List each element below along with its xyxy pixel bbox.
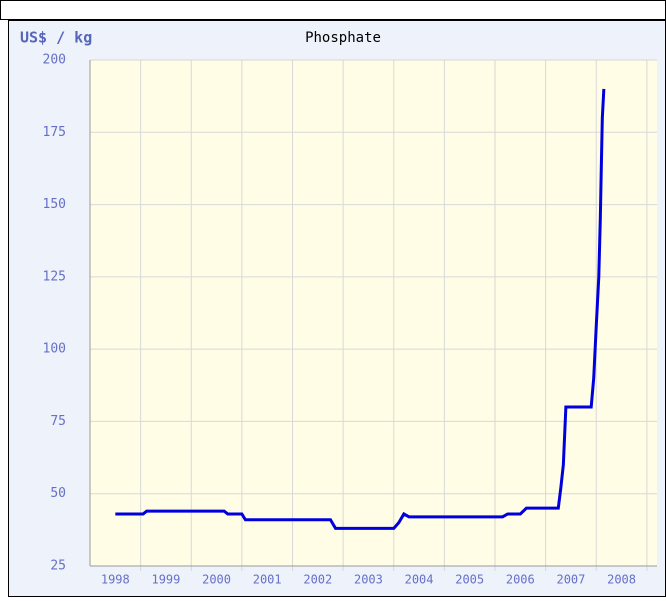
y-axis-label: US$ / kg [20,29,92,47]
x-tick-label: 2007 [556,573,585,587]
y-tick-label: 175 [43,125,66,140]
x-tick-label: 2006 [506,573,535,587]
plot-area [90,60,657,566]
y-tick-label: 25 [50,559,66,574]
x-tick-label: 2000 [202,573,231,587]
y-tick-label: 125 [43,269,66,284]
data-line [115,88,606,530]
x-tick-label: 1998 [101,573,130,587]
x-tick-label: 1999 [151,573,180,587]
y-tick-label: 100 [43,342,66,357]
x-tick-label: 2008 [607,573,636,587]
x-tick-label: 2002 [303,573,332,587]
y-tick-label: 150 [43,197,66,212]
chart-title: Phosphate [305,30,381,46]
x-tick-label: 2003 [354,573,383,587]
x-tick-label: 2004 [405,573,434,587]
y-tick-label: 75 [50,414,66,429]
y-tick-label: 200 [43,53,66,68]
top-box [0,0,666,20]
x-tick-label: 2005 [455,573,484,587]
x-tick-label: 2001 [253,573,282,587]
y-tick-label: 50 [50,486,66,501]
